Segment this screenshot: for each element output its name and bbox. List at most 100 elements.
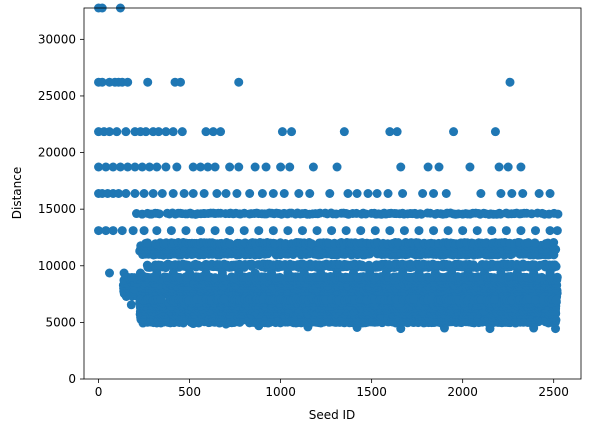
data-point-9 [123, 77, 133, 87]
data-point-115 [181, 226, 191, 236]
data-point-97 [398, 189, 408, 198]
x-tick-label-4: 2000 [447, 385, 478, 399]
x-axis-label: Seed ID [309, 408, 356, 422]
data-point-99 [429, 189, 439, 198]
data-point-88 [279, 189, 289, 198]
data-point-78 [168, 189, 178, 198]
data-point-75 [139, 189, 149, 198]
x-tick-label-1: 500 [178, 385, 201, 399]
data-point-86 [257, 189, 267, 198]
x-axis: 0 500 1000 1500 2000 2500 [95, 379, 569, 399]
x-tick-label-2: 1000 [265, 385, 296, 399]
data-point-101 [476, 189, 486, 198]
data-point-64 [465, 162, 475, 172]
data-point-81 [199, 189, 209, 198]
data-point-77 [157, 189, 167, 198]
data-point-31 [277, 127, 287, 137]
data-point-107 [94, 226, 104, 236]
data-point-60 [332, 162, 342, 172]
data-point-19 [121, 127, 131, 137]
plot-frame [83, 7, 582, 380]
data-point-67 [516, 162, 526, 172]
data-point-32 [287, 127, 297, 137]
data-point-54 [234, 162, 244, 172]
data-point-2375 [552, 272, 562, 282]
data-point-62 [423, 162, 433, 172]
data-point-95 [372, 189, 382, 198]
data-point-50 [196, 162, 206, 172]
data-point-138 [516, 226, 526, 236]
data-point-51 [203, 162, 213, 172]
data-point-100 [441, 189, 451, 198]
data-point-3455 [156, 294, 166, 304]
data-point-212 [154, 209, 164, 219]
x-tick-label-5: 2500 [538, 385, 569, 399]
data-point-42 [123, 162, 133, 172]
data-point-141 [552, 226, 562, 236]
x-tick-label-0: 0 [95, 385, 103, 399]
data-point-45 [145, 162, 155, 172]
data-point-1157 [193, 260, 203, 270]
data-point-886 [143, 238, 153, 248]
data-point-134 [458, 226, 468, 236]
data-point-44 [137, 162, 147, 172]
data-point-350 [553, 209, 563, 219]
data-point-2353 [473, 272, 483, 282]
data-point-80 [188, 189, 198, 198]
data-point-130 [399, 226, 409, 236]
data-point-2372 [537, 272, 547, 282]
data-point-142 [104, 268, 114, 278]
y-axis: 0 5000 10000 15000 20000 25000 30000 [38, 32, 84, 386]
data-point-90 [305, 189, 315, 198]
data-point-72 [114, 189, 124, 198]
data-point-14 [505, 77, 515, 87]
data-point-63 [434, 162, 444, 172]
data-point-53 [225, 162, 235, 172]
data-point-126 [341, 226, 351, 236]
data-point-66 [503, 162, 513, 172]
data-point-1007 [549, 238, 559, 248]
y-tick-label-1: 5000 [45, 315, 76, 329]
data-point-48 [172, 162, 182, 172]
data-point-139 [530, 226, 540, 236]
data-point-2275 [245, 271, 255, 281]
data-point-122 [283, 226, 293, 236]
data-point-1004 [530, 238, 540, 248]
data-point-13 [234, 77, 244, 87]
data-point-938 [307, 239, 317, 249]
data-point-3473 [219, 294, 229, 304]
data-point-125 [327, 226, 337, 236]
data-point-36 [449, 127, 459, 137]
data-point-119 [239, 226, 249, 236]
data-point-108 [101, 226, 111, 236]
data-point-131 [414, 226, 424, 236]
data-point-140 [545, 226, 555, 236]
data-point-129 [385, 226, 395, 236]
data-point-120 [254, 226, 264, 236]
data-point-104 [518, 189, 528, 198]
data-point-2357 [489, 273, 499, 283]
data-point-91 [325, 189, 335, 198]
data-point-18 [112, 127, 122, 137]
data-point-1211 [364, 260, 374, 270]
data-point-3562 [489, 295, 499, 305]
data-point-76 [148, 189, 158, 198]
data-point-87 [268, 189, 278, 198]
data-point-132 [429, 226, 439, 236]
data-point-114 [166, 226, 176, 236]
data-point-43 [130, 162, 140, 172]
y-tick-label-6: 30000 [38, 32, 76, 46]
data-point-1210 [357, 260, 367, 270]
data-point-137 [501, 226, 511, 236]
data-point-39 [101, 162, 111, 172]
data-point-3573 [530, 295, 540, 305]
data-point-22 [141, 127, 151, 137]
data-point-135 [472, 226, 482, 236]
data-point-41 [115, 162, 125, 172]
data-point-3578 [551, 295, 561, 305]
data-point-2268 [218, 272, 228, 282]
data-point-106 [545, 189, 555, 198]
data-point-55 [250, 162, 260, 172]
y-tick-label-2: 10000 [38, 259, 76, 273]
x-tick-label-3: 1500 [356, 385, 387, 399]
